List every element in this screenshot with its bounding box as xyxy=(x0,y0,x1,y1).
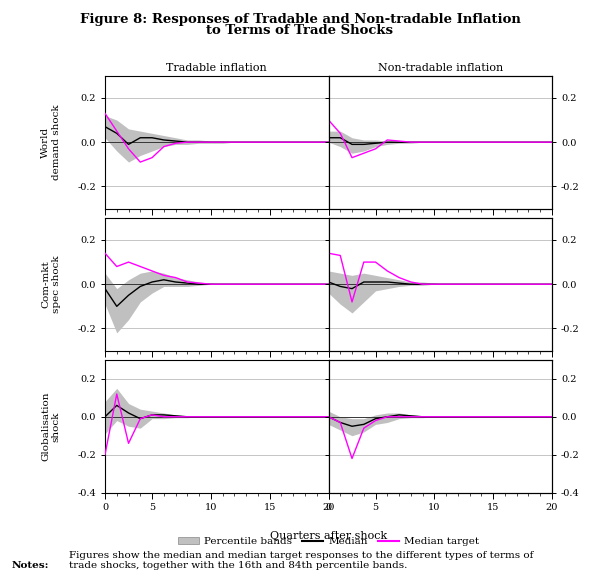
Text: Figure 8: Responses of Tradable and Non-tradable Inflation: Figure 8: Responses of Tradable and Non-… xyxy=(80,13,520,26)
Text: Quarters after shock: Quarters after shock xyxy=(270,531,387,540)
Text: World
demand shock: World demand shock xyxy=(41,104,61,180)
Text: to Terms of Trade Shocks: to Terms of Trade Shocks xyxy=(206,24,394,37)
Text: Tradable inflation: Tradable inflation xyxy=(166,63,267,73)
Legend: Percentile bands, Median, Median target: Percentile bands, Median, Median target xyxy=(173,533,484,550)
Text: Non-tradable inflation: Non-tradable inflation xyxy=(377,63,503,73)
Text: Notes:: Notes: xyxy=(12,561,49,570)
Text: Figures show the median and median target responses to the different types of te: Figures show the median and median targe… xyxy=(69,551,533,570)
Text: Globalisation
shock: Globalisation shock xyxy=(41,392,61,461)
Text: Com-mkt
spec shock: Com-mkt spec shock xyxy=(41,255,61,313)
